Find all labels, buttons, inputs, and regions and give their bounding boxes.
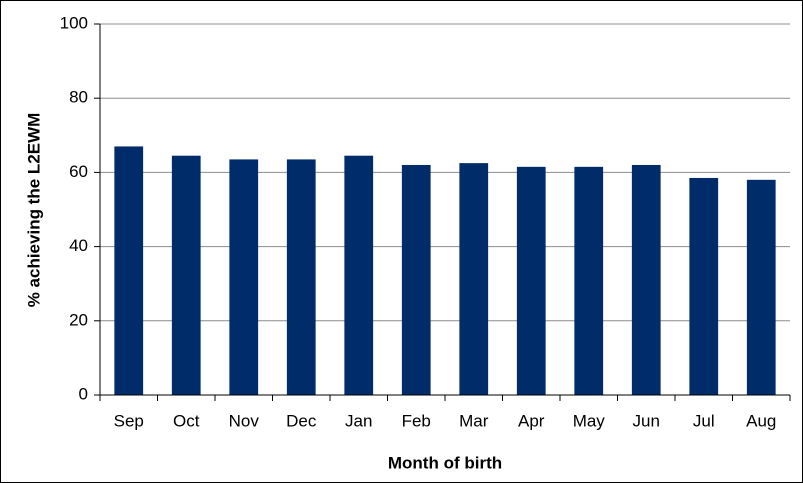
bar [746, 179, 776, 395]
bar [344, 155, 374, 395]
bar [401, 164, 431, 395]
bar [516, 166, 546, 395]
bar [574, 166, 604, 395]
y-tick-label: 0 [79, 384, 88, 403]
x-tick-label: Jan [345, 411, 372, 430]
bar [459, 163, 489, 395]
y-tick-label: 20 [69, 310, 88, 329]
x-axis-title: Month of birth [388, 453, 502, 472]
bar [229, 159, 259, 395]
x-tick-label: Dec [286, 411, 317, 430]
x-tick-label: Nov [229, 411, 260, 430]
y-axis-title: % achieving the L2EWM [24, 113, 43, 308]
y-tick-label: 40 [69, 236, 88, 255]
x-tick-label: Feb [402, 411, 431, 430]
x-tick-label: Apr [518, 411, 545, 430]
x-tick-label: Jul [693, 411, 715, 430]
bar [689, 177, 719, 395]
y-tick-label: 80 [69, 88, 88, 107]
x-tick-label: Aug [746, 411, 776, 430]
x-tick-label: Oct [173, 411, 200, 430]
y-tick-label: 100 [60, 13, 88, 32]
bar [171, 155, 201, 395]
x-tick-label: Sep [114, 411, 144, 430]
x-tick-label: Mar [459, 411, 489, 430]
bar [286, 159, 316, 395]
bar [631, 164, 661, 395]
x-tick-label: May [573, 411, 606, 430]
y-tick-label: 60 [69, 162, 88, 181]
x-tick-label: Jun [633, 411, 660, 430]
bar [114, 146, 144, 395]
